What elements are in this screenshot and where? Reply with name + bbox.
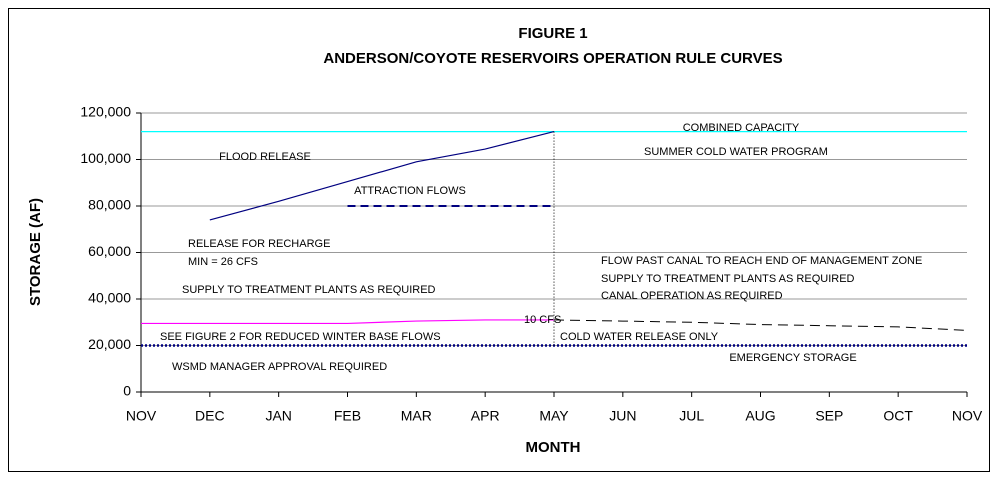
series-line — [553, 319, 968, 331]
chart-subtitle: ANDERSON/COYOTE RESERVOIRS OPERATION RUL… — [323, 50, 782, 67]
chart-border — [8, 8, 990, 472]
annotation: MIN = 26 CFS — [188, 256, 258, 268]
annotation: SEE FIGURE 2 FOR REDUCED WINTER BASE FLO… — [160, 331, 441, 343]
x-tick-label: SEP — [815, 408, 843, 424]
x-tick-label: MAR — [401, 408, 432, 424]
annotation: SUMMER COLD WATER PROGRAM — [644, 146, 828, 158]
annotation: CANAL OPERATION AS REQUIRED — [601, 290, 783, 302]
series-line — [209, 131, 555, 221]
y-tick-label: 60,000 — [88, 243, 131, 259]
annotation: SUPPLY TO TREATMENT PLANTS AS REQUIRED — [601, 273, 855, 285]
x-tick-label: OCT — [883, 408, 913, 424]
x-tick-label: FEB — [334, 408, 361, 424]
x-tick-label: NOV — [126, 408, 157, 424]
x-tick-label: NOV — [952, 408, 983, 424]
annotation: FLOOD RELEASE — [219, 151, 311, 163]
x-tick-label: DEC — [195, 408, 225, 424]
x-tick-label: JUN — [609, 408, 636, 424]
y-tick-label: 0 — [123, 383, 131, 399]
annotation: SUPPLY TO TREATMENT PLANTS AS REQUIRED — [182, 284, 436, 296]
x-tick-label: MAY — [539, 408, 569, 424]
y-tick-label: 80,000 — [88, 197, 131, 213]
annotation: COLD WATER RELEASE ONLY — [560, 331, 719, 343]
y-tick-label: 100,000 — [80, 150, 131, 166]
annotation: RELEASE FOR RECHARGE — [188, 238, 330, 250]
annotation: ATTRACTION FLOWS — [354, 185, 466, 197]
x-tick-label: JAN — [265, 408, 291, 424]
annotation: 10 CFS — [524, 314, 561, 326]
chart-title: FIGURE 1 — [518, 25, 587, 42]
y-tick-label: 40,000 — [88, 290, 131, 306]
y-tick-label: 20,000 — [88, 336, 131, 352]
annotation: EMERGENCY STORAGE — [729, 352, 856, 364]
annotation: FLOW PAST CANAL TO REACH END OF MANAGEME… — [601, 255, 922, 267]
y-tick-label: 120,000 — [80, 104, 131, 120]
annotation: WSMD MANAGER APPROVAL REQUIRED — [172, 361, 387, 373]
y-axis-label: STORAGE (AF) — [27, 198, 44, 306]
x-axis-label: MONTH — [526, 439, 581, 456]
annotation: COMBINED CAPACITY — [683, 122, 800, 134]
x-tick-label: JUL — [679, 408, 704, 424]
x-tick-label: APR — [471, 408, 500, 424]
x-tick-label: AUG — [745, 408, 775, 424]
series-line — [141, 319, 554, 325]
